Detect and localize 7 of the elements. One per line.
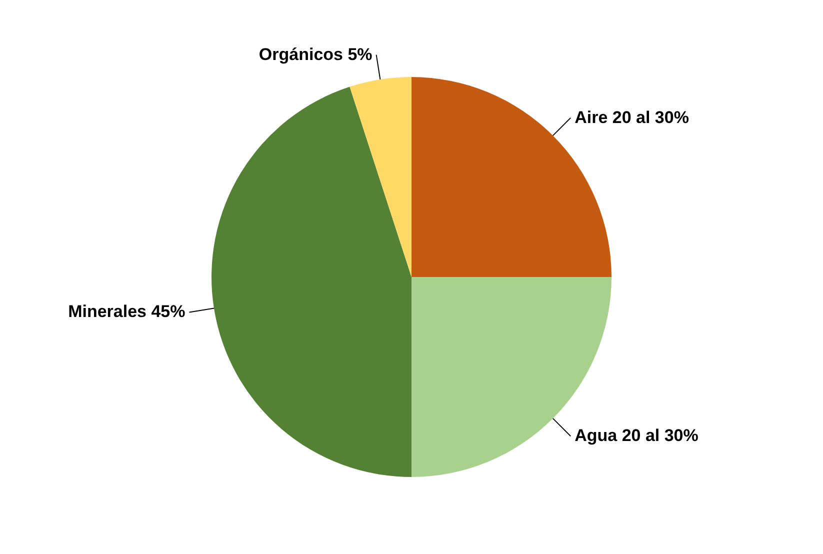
pie-slice (350, 77, 412, 277)
slice-label: Agua 20 al 30% (574, 426, 698, 446)
slice-label: Orgánicos 5% (258, 44, 372, 64)
slice-label: Minerales 45% (68, 302, 186, 322)
pie-slice (212, 86, 412, 477)
pie-slice (412, 77, 612, 277)
slice-label: Aire 20 al 30% (574, 108, 689, 127)
